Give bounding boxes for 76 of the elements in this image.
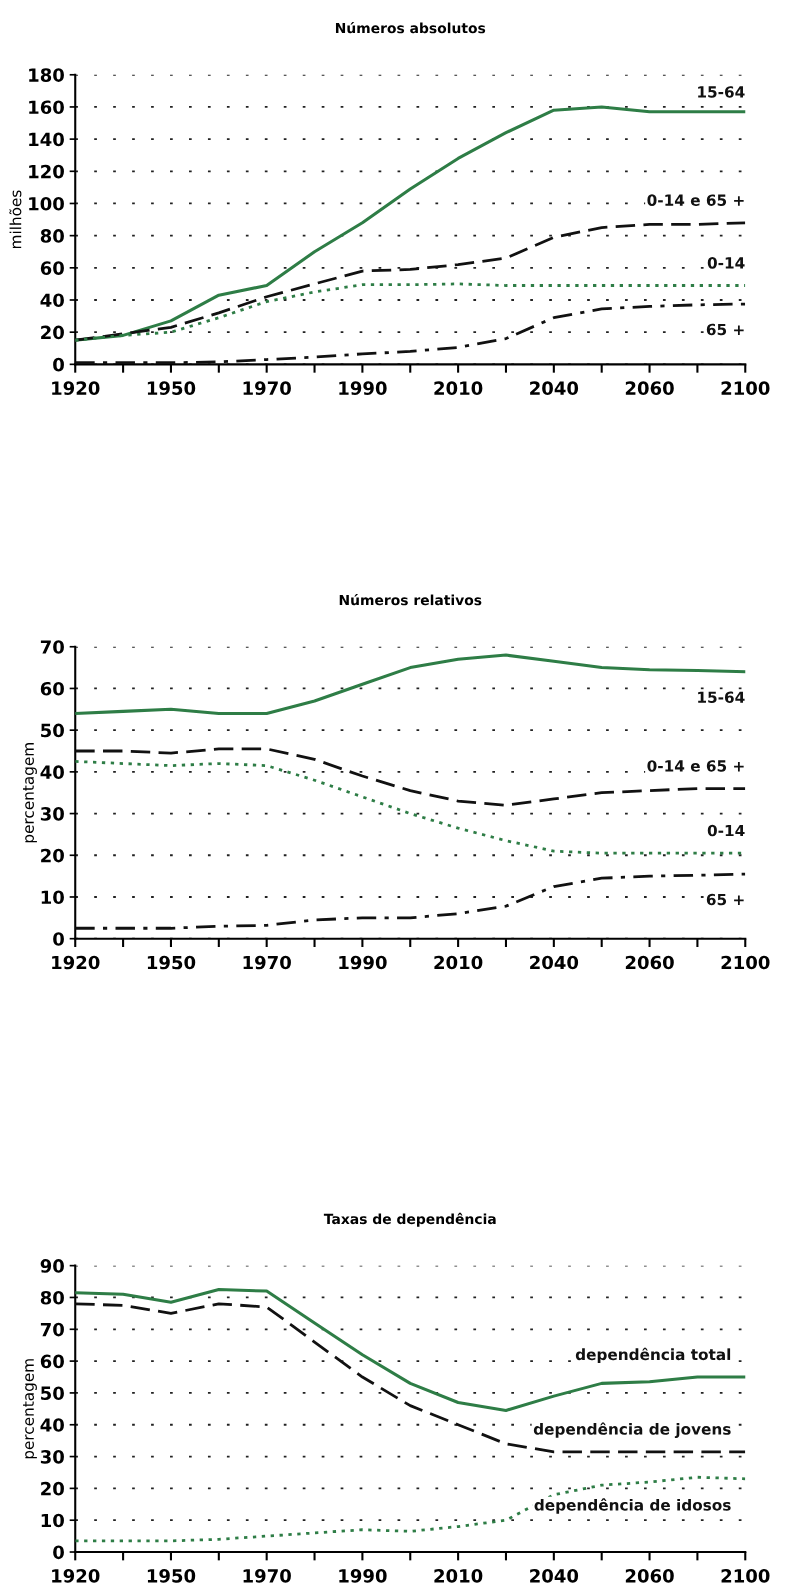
x-tick-label: 1990 bbox=[339, 381, 387, 395]
y-tick-label: 80 bbox=[40, 229, 64, 243]
x-tick-label: 2040 bbox=[530, 955, 579, 970]
series-label: 0-14 bbox=[707, 257, 745, 269]
x-tick-label: 2060 bbox=[625, 381, 674, 395]
y-tick-label: 20 bbox=[41, 848, 64, 863]
x-tick-label: 2010 bbox=[434, 955, 483, 970]
y-tick-label: 40 bbox=[40, 1418, 64, 1432]
line-series bbox=[75, 653, 746, 715]
x-tick-label: 1920 bbox=[52, 955, 100, 970]
y-tick-label: 0 bbox=[53, 1545, 64, 1560]
y-tick-label: 50 bbox=[41, 1386, 64, 1401]
x-tick-label: 2100 bbox=[721, 381, 770, 395]
series-label: 15-64 bbox=[698, 86, 745, 98]
x-tick-label: 1950 bbox=[147, 955, 196, 970]
y-tick-label: 180 bbox=[29, 68, 64, 82]
series-label: 0-14 bbox=[707, 824, 745, 837]
x-tick-label: 2100 bbox=[721, 955, 770, 970]
y-tick-label: 80 bbox=[40, 1290, 64, 1305]
series-label: dependência total bbox=[575, 1347, 731, 1364]
y-tick-label: 40 bbox=[40, 765, 64, 779]
line-series bbox=[75, 747, 746, 807]
chart-title: Taxas de dependência bbox=[323, 1212, 496, 1227]
series-label: dependência de jovens bbox=[533, 1422, 731, 1438]
y-tick-label: 40 bbox=[40, 293, 64, 308]
x-tick-label: 1920 bbox=[52, 381, 100, 395]
chart-title: Números absolutos bbox=[335, 22, 486, 34]
y-tick-label: 20 bbox=[41, 325, 64, 340]
series-label: 15-64 bbox=[698, 691, 745, 704]
line-series bbox=[75, 1302, 746, 1454]
line-series bbox=[75, 872, 746, 930]
y-tick-label: 100 bbox=[29, 196, 64, 211]
x-tick-label: 2010 bbox=[434, 381, 483, 395]
y-tick-label: 0 bbox=[53, 357, 64, 372]
line-series bbox=[75, 221, 746, 342]
y-tick-label: 30 bbox=[40, 1450, 64, 1464]
x-tick-label: 1990 bbox=[339, 1569, 387, 1583]
y-tick-label: 120 bbox=[29, 164, 64, 179]
y-axis-title: milhões bbox=[9, 190, 22, 249]
y-tick-label: 160 bbox=[29, 100, 64, 115]
y-axis-title: percentagem bbox=[23, 1359, 37, 1459]
x-tick-label: 1920 bbox=[52, 1569, 100, 1583]
x-tick-label: 2040 bbox=[530, 1569, 579, 1583]
x-tick-label: 1990 bbox=[339, 955, 387, 970]
x-tick-label: 1970 bbox=[243, 1569, 291, 1583]
series-label: 0-14 e 65 + bbox=[647, 194, 744, 206]
y-tick-label: 60 bbox=[40, 261, 64, 275]
series-label: dependência de idosos bbox=[534, 1498, 731, 1514]
y-tick-label: 10 bbox=[41, 890, 64, 905]
y-tick-label: 50 bbox=[41, 723, 64, 738]
x-tick-label: 1970 bbox=[243, 381, 291, 395]
series-label: 65 + bbox=[706, 323, 744, 336]
line-series bbox=[75, 1287, 746, 1412]
line-series bbox=[75, 1475, 746, 1543]
x-tick-label: 1950 bbox=[147, 381, 196, 395]
chart-title: Números relativos bbox=[339, 593, 482, 606]
series-label: 0-14 e 65 + bbox=[647, 760, 744, 772]
y-tick-label: 60 bbox=[40, 681, 64, 696]
x-tick-label: 2100 bbox=[721, 1569, 770, 1583]
y-axis-title: percentagem bbox=[23, 743, 37, 843]
y-tick-label: 0 bbox=[53, 932, 64, 946]
y-tick-label: 90 bbox=[40, 1259, 64, 1273]
y-tick-label: 30 bbox=[40, 807, 64, 821]
y-tick-label: 60 bbox=[40, 1354, 64, 1369]
y-tick-label: 10 bbox=[41, 1513, 64, 1528]
y-tick-label: 70 bbox=[40, 1322, 64, 1337]
x-tick-label: 1970 bbox=[243, 955, 291, 970]
series-label: 65 + bbox=[706, 893, 744, 906]
x-tick-label: 2010 bbox=[434, 1569, 483, 1583]
x-tick-label: 2060 bbox=[625, 955, 674, 970]
x-tick-label: 2060 bbox=[625, 1569, 674, 1583]
x-tick-label: 2040 bbox=[530, 381, 579, 395]
x-tick-label: 1950 bbox=[147, 1569, 196, 1583]
y-tick-label: 20 bbox=[41, 1481, 64, 1496]
y-tick-label: 70 bbox=[40, 640, 64, 654]
y-tick-label: 140 bbox=[29, 132, 64, 147]
